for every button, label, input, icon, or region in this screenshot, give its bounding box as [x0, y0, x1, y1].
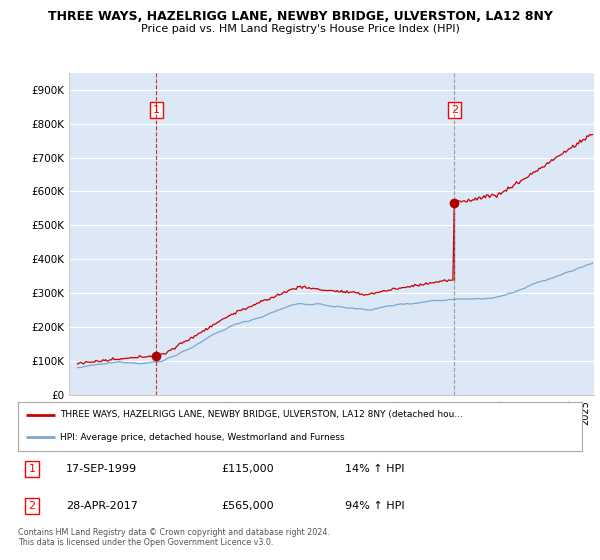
Text: THREE WAYS, HAZELRIGG LANE, NEWBY BRIDGE, ULVERSTON, LA12 8NY: THREE WAYS, HAZELRIGG LANE, NEWBY BRIDGE… [47, 10, 553, 23]
Text: £115,000: £115,000 [221, 464, 274, 474]
Text: 1: 1 [29, 464, 35, 474]
Text: 17-SEP-1999: 17-SEP-1999 [66, 464, 137, 474]
Text: Contains HM Land Registry data © Crown copyright and database right 2024.
This d: Contains HM Land Registry data © Crown c… [18, 528, 330, 547]
Text: HPI: Average price, detached house, Westmorland and Furness: HPI: Average price, detached house, West… [60, 433, 345, 442]
Text: £565,000: £565,000 [221, 501, 274, 511]
Text: 14% ↑ HPI: 14% ↑ HPI [345, 464, 404, 474]
Text: THREE WAYS, HAZELRIGG LANE, NEWBY BRIDGE, ULVERSTON, LA12 8NY (detached hou...: THREE WAYS, HAZELRIGG LANE, NEWBY BRIDGE… [60, 410, 463, 419]
Text: 1: 1 [153, 105, 160, 115]
Text: 28-APR-2017: 28-APR-2017 [66, 501, 138, 511]
Text: Price paid vs. HM Land Registry's House Price Index (HPI): Price paid vs. HM Land Registry's House … [140, 24, 460, 34]
Text: 2: 2 [29, 501, 35, 511]
Text: 94% ↑ HPI: 94% ↑ HPI [345, 501, 405, 511]
Text: 2: 2 [451, 105, 458, 115]
